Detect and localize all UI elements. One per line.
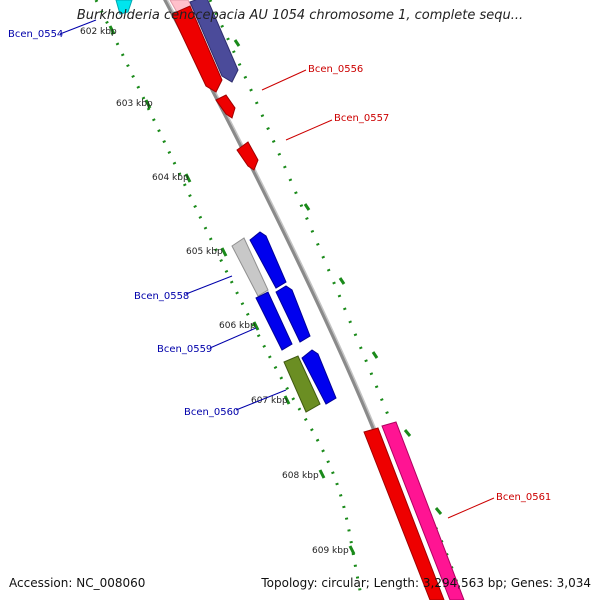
summary-label: Topology: circular; Length: 3,294,563 bp… — [261, 576, 591, 590]
gene-label[interactable]: Bcen_0560 — [184, 407, 239, 418]
tick-label: 607 kbp — [251, 396, 288, 406]
tick-label: 608 kbp — [282, 471, 319, 481]
gene-feature-blue-0559a[interactable] — [255, 291, 293, 351]
gene-feature-blue-0560[interactable] — [301, 349, 337, 405]
gene-feature-red-0556[interactable] — [215, 94, 236, 119]
gene-label[interactable]: Bcen_0556 — [308, 64, 363, 75]
gene-label[interactable]: Bcen_0561 — [496, 492, 551, 503]
gene-feature-slate[interactable] — [189, 0, 239, 83]
leader-lines — [59, 19, 495, 519]
gene-feature-cyan[interactable] — [115, 0, 133, 15]
gene-labels: Bcen_0554 Bcen_0556 Bcen_0557 Bcen_0558 … — [8, 29, 551, 503]
gene-label[interactable]: Bcen_0559 — [157, 344, 212, 355]
tick-label: 604 kbp — [152, 173, 189, 183]
tick-label: 606 kbp — [219, 321, 256, 331]
gene-feature-pink-0561[interactable] — [381, 421, 465, 600]
major-ticks-right — [233, 39, 443, 515]
tick-labels: 602 kbp 603 kbp 604 kbp 605 kbp 606 kbp … — [80, 27, 349, 556]
tick-label: 602 kbp — [80, 27, 117, 37]
gene-feature-gray-0558[interactable] — [231, 237, 269, 297]
tick-label: 605 kbp — [186, 247, 223, 257]
accession-label: Accession: NC_008060 — [9, 576, 146, 590]
gene-feature-red-0561[interactable] — [363, 427, 445, 600]
major-ticks — [108, 25, 356, 555]
gene-label[interactable]: Bcen_0558 — [134, 291, 189, 302]
tick-track-left — [94, 0, 364, 600]
gene-feature-red-0557[interactable] — [236, 141, 259, 171]
tick-label: 603 kbp — [116, 99, 153, 109]
gene-features — [115, 0, 465, 600]
map-title: Burkholderia cenocepacia AU 1054 chromos… — [76, 8, 524, 23]
gene-feature-olive-0560[interactable] — [283, 355, 321, 413]
tick-label: 609 kbp — [312, 546, 349, 556]
gene-feature-blue-0559b[interactable] — [275, 285, 311, 343]
gene-label[interactable]: Bcen_0554 — [8, 29, 63, 40]
gene-feature-red[interactable] — [171, 5, 223, 93]
gene-feature-blue-0558[interactable] — [249, 231, 287, 289]
gene-label[interactable]: Bcen_0557 — [334, 113, 389, 124]
